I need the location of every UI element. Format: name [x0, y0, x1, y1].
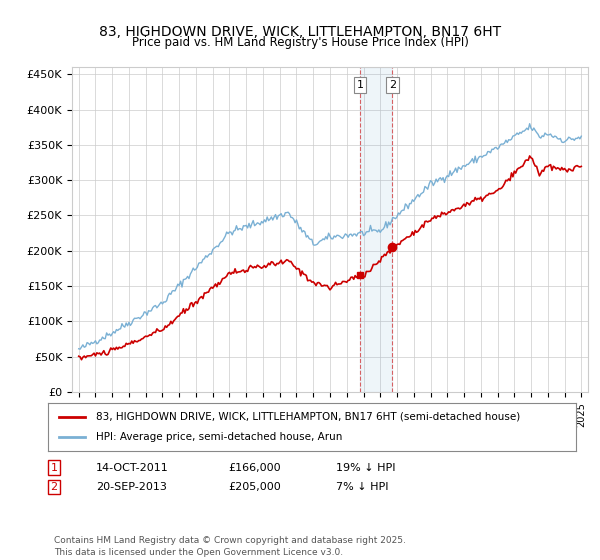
Text: £166,000: £166,000: [228, 463, 281, 473]
Text: £205,000: £205,000: [228, 482, 281, 492]
Text: Contains HM Land Registry data © Crown copyright and database right 2025.
This d: Contains HM Land Registry data © Crown c…: [54, 536, 406, 557]
Text: 2: 2: [50, 482, 58, 492]
Text: 2: 2: [389, 80, 396, 90]
Text: 1: 1: [50, 463, 58, 473]
Text: 7% ↓ HPI: 7% ↓ HPI: [336, 482, 389, 492]
Text: Price paid vs. HM Land Registry's House Price Index (HPI): Price paid vs. HM Land Registry's House …: [131, 36, 469, 49]
Text: 83, HIGHDOWN DRIVE, WICK, LITTLEHAMPTON, BN17 6HT: 83, HIGHDOWN DRIVE, WICK, LITTLEHAMPTON,…: [99, 25, 501, 39]
Text: 1: 1: [356, 80, 364, 90]
Text: 83, HIGHDOWN DRIVE, WICK, LITTLEHAMPTON, BN17 6HT (semi-detached house): 83, HIGHDOWN DRIVE, WICK, LITTLEHAMPTON,…: [95, 412, 520, 422]
Text: HPI: Average price, semi-detached house, Arun: HPI: Average price, semi-detached house,…: [95, 432, 342, 442]
Text: 20-SEP-2013: 20-SEP-2013: [96, 482, 167, 492]
Text: 19% ↓ HPI: 19% ↓ HPI: [336, 463, 395, 473]
Text: 14-OCT-2011: 14-OCT-2011: [96, 463, 169, 473]
